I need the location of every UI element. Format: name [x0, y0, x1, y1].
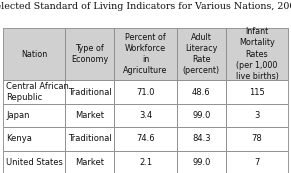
Text: 48.6: 48.6 [192, 88, 211, 97]
Text: 2.1: 2.1 [139, 158, 152, 167]
Text: Nation: Nation [21, 49, 47, 59]
Bar [65, 28, 114, 80]
Bar [65, 151, 114, 173]
Bar [177, 127, 226, 151]
Bar [3, 127, 65, 151]
Bar [65, 80, 114, 104]
Bar [114, 151, 177, 173]
Bar [226, 28, 288, 80]
Text: Central African
Republic: Central African Republic [6, 82, 69, 102]
Bar [226, 151, 288, 173]
Bar [177, 80, 226, 104]
Text: 115: 115 [249, 88, 265, 97]
Text: 3.4: 3.4 [139, 111, 152, 120]
Text: Traditional: Traditional [68, 134, 112, 143]
Text: Adult
Literacy
Rate
(percent): Adult Literacy Rate (percent) [183, 33, 220, 75]
Text: 78: 78 [252, 134, 262, 143]
Bar [177, 28, 226, 80]
Text: 84.3: 84.3 [192, 134, 211, 143]
Bar [226, 80, 288, 104]
Bar [226, 127, 288, 151]
Bar [114, 28, 177, 80]
Text: Type of
Economy: Type of Economy [71, 44, 108, 64]
Text: 74.6: 74.6 [136, 134, 155, 143]
Bar [3, 151, 65, 173]
Text: 99.0: 99.0 [192, 158, 210, 167]
Bar [3, 80, 65, 104]
Text: Market: Market [75, 111, 104, 120]
Bar [65, 127, 114, 151]
Text: United States: United States [6, 158, 63, 167]
Bar [3, 104, 65, 127]
Text: 7: 7 [254, 158, 260, 167]
Bar [114, 127, 177, 151]
Text: Selected Standard of Living Indicators for Various Nations, 2002: Selected Standard of Living Indicators f… [0, 2, 291, 11]
Bar [177, 104, 226, 127]
Text: Japan: Japan [6, 111, 30, 120]
Bar [177, 151, 226, 173]
Text: Percent of
Workforce
in
Agriculture: Percent of Workforce in Agriculture [123, 33, 168, 75]
Text: 3: 3 [254, 111, 260, 120]
Bar [114, 104, 177, 127]
Text: Traditional: Traditional [68, 88, 112, 97]
Text: Infant
Mortality
Rates
(per 1,000
live births): Infant Mortality Rates (per 1,000 live b… [236, 27, 278, 81]
Bar [226, 104, 288, 127]
Text: Market: Market [75, 158, 104, 167]
Text: 71.0: 71.0 [136, 88, 155, 97]
Bar [114, 80, 177, 104]
Text: Kenya: Kenya [6, 134, 32, 143]
Bar [3, 28, 65, 80]
Bar [65, 104, 114, 127]
Text: 99.0: 99.0 [192, 111, 210, 120]
